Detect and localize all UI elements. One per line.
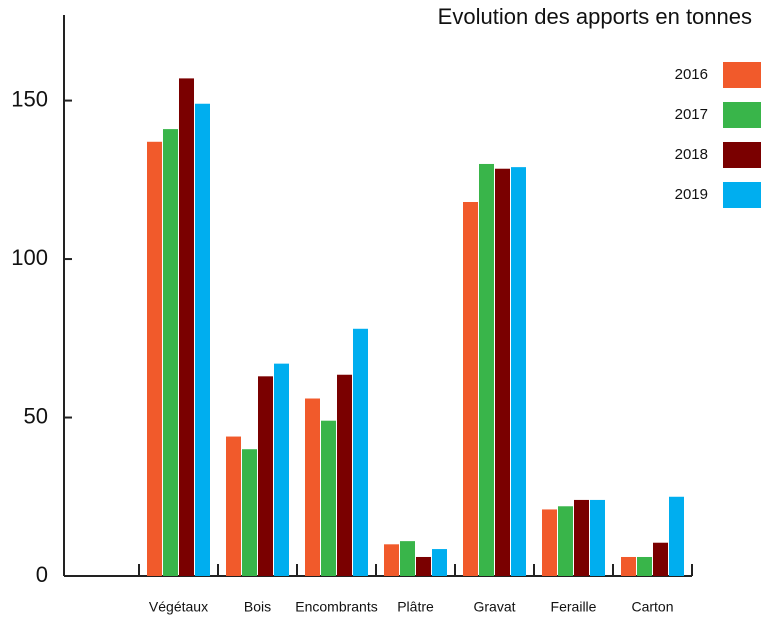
x-tick-label: Végétaux [149,599,208,615]
legend-swatch [723,102,761,128]
bar [163,129,178,577]
bar [179,78,194,576]
bar [463,202,478,576]
legend-swatch [723,142,761,168]
bar [274,363,289,576]
bar [416,556,431,576]
x-tick-label: Encombrants [295,599,377,615]
legend-swatch [723,62,761,88]
bar [621,556,636,576]
legend-label: 2017 [675,106,708,123]
x-tick-label: Feraille [551,599,597,615]
bar [400,541,415,576]
bar [258,376,273,576]
bar [147,141,162,576]
x-tick-label: Bois [244,599,271,615]
x-tick-label: Gravat [473,599,515,615]
bar [337,374,352,576]
chart-title: Evolution des apports en tonnes [438,4,752,29]
y-tick-label: 0 [36,562,48,587]
bar [432,549,447,576]
legend-swatch [723,182,761,208]
bar [669,496,684,576]
y-tick-label: 50 [24,403,48,428]
legend-label: 2016 [675,66,708,83]
bar [226,436,241,576]
y-tick-label: 100 [11,245,48,270]
bar [242,449,257,576]
bar [637,556,652,576]
bar [590,499,605,576]
legend-label: 2018 [675,146,708,163]
bar [574,499,589,576]
y-tick-label: 150 [11,86,48,111]
bar [321,420,336,576]
bar [558,506,573,576]
bar [511,167,526,576]
bar [495,168,510,576]
bar [653,542,668,576]
bar [479,163,494,576]
bar [384,544,399,576]
bar [542,509,557,576]
bar [305,398,320,576]
bar [195,103,210,577]
x-tick-label: Carton [631,599,673,615]
bar [353,328,368,576]
legend-label: 2019 [675,186,708,203]
x-tick-label: Plâtre [397,599,434,615]
